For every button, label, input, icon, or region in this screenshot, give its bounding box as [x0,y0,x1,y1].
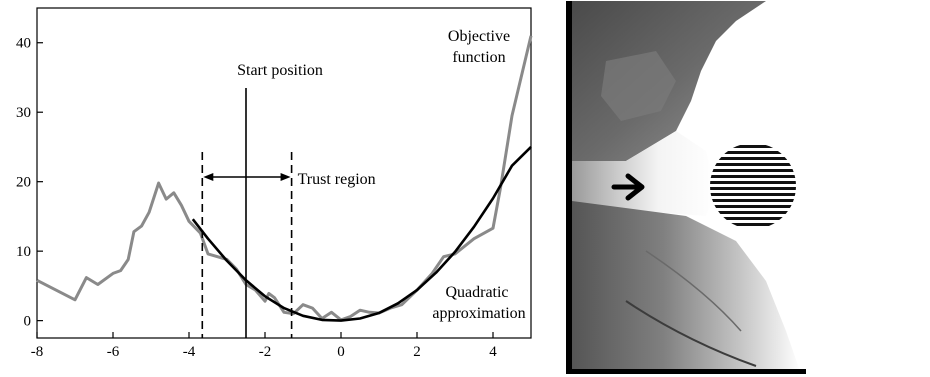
y-tick-label: 0 [24,314,32,330]
bottom-dark-region [572,201,801,374]
trust-arrow-right-head [280,173,291,181]
x-tick-label: 0 [337,344,345,360]
chart: 0 10 20 30 40 -8 -6 -4 -2 0 2 4 Start position Tru… [16,7,533,360]
y-tick-label: 10 [16,244,31,260]
x-tick-label: -4 [183,344,196,360]
y-tick-label: 40 [16,36,31,52]
objective-label-line2: function [452,49,505,66]
middle-gradient-band [572,131,716,216]
y-axis-ticks: 0 10 20 30 40 [16,36,43,330]
plot-frame [36,7,532,339]
y-tick-label: 30 [16,105,31,121]
arrow-right-icon [611,173,645,201]
trust-region-label: Trust region [298,171,376,188]
objective-label-line1: Objective [448,28,510,45]
striped-disk-marker [710,143,796,229]
quadratic-label-line1: Quadratic [445,284,508,301]
top-mid-patches [601,51,676,121]
x-axis-ticks: -8 -6 -4 -2 0 2 4 [31,332,497,360]
x-tick-label: -8 [31,344,44,360]
bottom-black-band [566,369,806,374]
start-position-label: Start position [237,62,323,79]
x-tick-label: -6 [107,344,120,360]
quadratic-label-line2: approximation [432,305,525,322]
bottom-arc-texture [625,300,757,367]
image-panel [566,1,928,374]
trust-arrow-left-head [203,173,214,181]
x-tick-label: 2 [413,344,421,360]
x-tick-label: 4 [489,344,497,360]
x-tick-label: -2 [259,344,272,360]
bottom-arc-texture-2 [645,250,742,332]
panel-left-edge [566,1,572,374]
y-tick-label: 20 [16,175,31,191]
